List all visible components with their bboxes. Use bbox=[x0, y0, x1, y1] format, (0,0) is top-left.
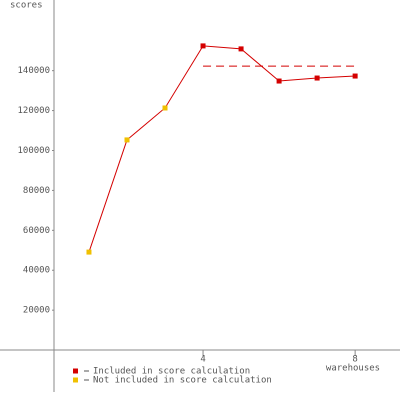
legend-label: Included in score calculation bbox=[93, 367, 250, 377]
point bbox=[200, 43, 206, 49]
y-tick-label: 40000 bbox=[23, 266, 50, 276]
point bbox=[352, 73, 358, 79]
y-tick-label: 120000 bbox=[17, 106, 50, 116]
y-axis-label: scores bbox=[10, 1, 43, 11]
y-tick-label: 60000 bbox=[23, 226, 50, 236]
point bbox=[238, 46, 244, 52]
y-tick-label: 100000 bbox=[17, 146, 50, 156]
x-tick-label: 4 bbox=[200, 355, 205, 365]
x-axis-label: warehouses bbox=[326, 364, 380, 374]
legend-label: Not included in score calculation bbox=[93, 376, 272, 386]
legend-swatch bbox=[73, 377, 78, 383]
y-tick-label: 140000 bbox=[17, 66, 50, 76]
y-tick-label: 80000 bbox=[23, 186, 50, 196]
point bbox=[314, 75, 320, 81]
point bbox=[162, 105, 168, 111]
point bbox=[86, 249, 92, 255]
point bbox=[276, 78, 282, 84]
x-tick-label: 8 bbox=[352, 355, 357, 365]
score-line bbox=[88, 45, 356, 253]
point bbox=[124, 137, 130, 143]
y-tick-label: 20000 bbox=[23, 306, 50, 316]
legend-swatch bbox=[73, 368, 78, 374]
